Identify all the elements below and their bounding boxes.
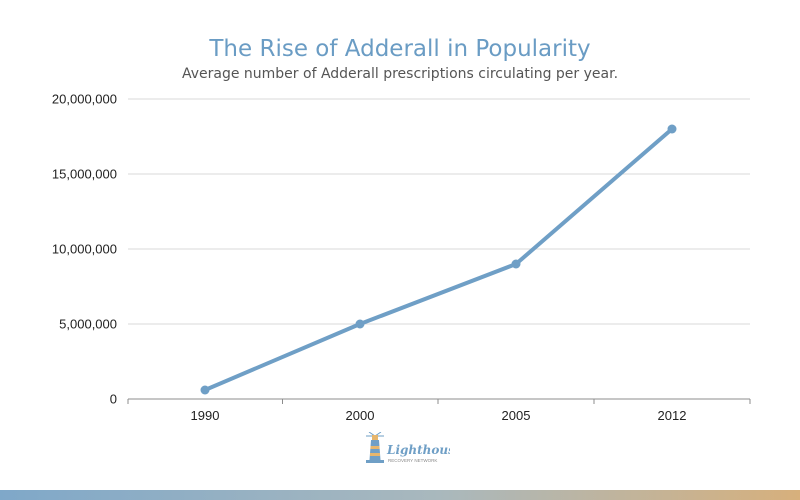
bottom-accent-bar [0, 490, 800, 500]
grid-lines [128, 98, 750, 325]
data-point [511, 259, 521, 269]
y-tick-label: 20,000,000 [52, 92, 117, 107]
y-tick-label: 15,000,000 [52, 167, 117, 182]
x-tick-label: 2012 [658, 408, 687, 423]
y-tick-label: 10,000,000 [52, 242, 117, 257]
lighthouse-icon [366, 432, 384, 463]
chart-title: The Rise of Adderall in Popularity [209, 36, 591, 62]
series-prescriptions [200, 124, 677, 395]
lighthouse-logo: Lighthouse RECOVERY NETWORK [366, 432, 450, 463]
logo-tagline: RECOVERY NETWORK [388, 458, 437, 463]
axes [127, 398, 751, 404]
x-tick-labels: 1990 2000 2005 2012 [191, 408, 687, 423]
logo-name: Lighthouse [386, 443, 450, 457]
x-tick-label: 1990 [191, 408, 220, 423]
x-tick-label: 2000 [346, 408, 375, 423]
data-point [355, 319, 365, 329]
series-line [203, 127, 674, 392]
y-tick-label: 5,000,000 [59, 317, 117, 332]
chart-subtitle: Average number of Adderall prescriptions… [181, 66, 619, 82]
data-point [667, 124, 677, 134]
y-tick-label: 0 [110, 392, 117, 407]
data-point [200, 385, 210, 395]
y-tick-labels: 0 5,000,000 10,000,000 15,000,000 20,000,000 [52, 92, 117, 407]
x-tick-label: 2005 [502, 408, 531, 423]
